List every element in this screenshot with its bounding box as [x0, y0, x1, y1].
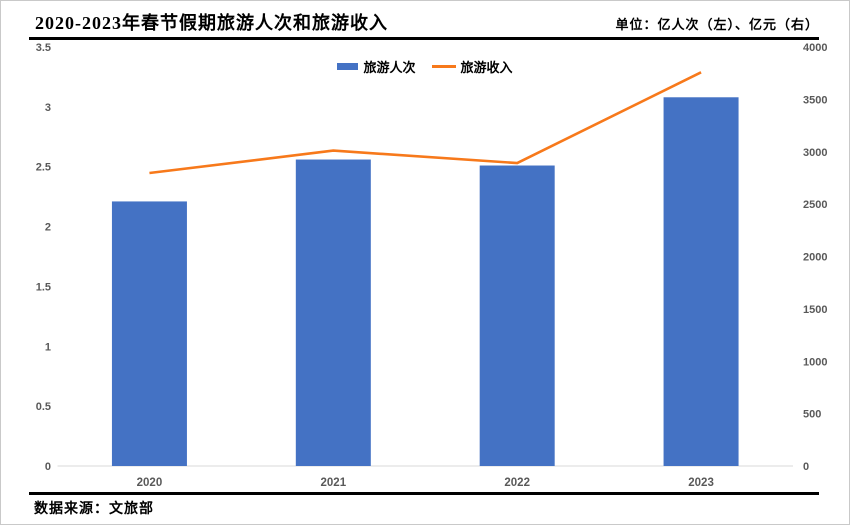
right-axis-tick-label: 1000	[803, 356, 827, 368]
bar-2022	[479, 165, 555, 466]
unit-note: 单位：亿人次（左）、亿元（右）	[615, 17, 819, 32]
left-axis-tick-label: 1.5	[36, 281, 51, 293]
left-axis-tick-label: 3	[45, 102, 51, 114]
left-axis-tick-label: 3.5	[36, 42, 51, 54]
right-axis-tick-label: 2000	[803, 252, 827, 264]
x-axis-label-2021: 2021	[321, 477, 347, 489]
bar-2023	[663, 97, 739, 466]
left-axis-tick-label: 2.5	[36, 162, 51, 174]
left-axis-tick-label: 2	[45, 222, 51, 234]
right-axis-tick-label: 3000	[803, 147, 827, 159]
legend-item-revenue: 旅游收入	[431, 57, 513, 76]
x-axis-label-2020: 2020	[137, 477, 163, 489]
data-source: 数据来源：文旅部	[34, 502, 154, 517]
legend-label-trips: 旅游人次	[363, 59, 416, 75]
x-axis-label-2023: 2023	[688, 477, 714, 489]
legend-item-trips: 旅游人次	[337, 57, 416, 76]
right-axis-tick-label: 500	[803, 409, 821, 421]
legend-label-revenue: 旅游收入	[460, 59, 513, 75]
bar-series-swatch	[337, 62, 359, 70]
x-axis-label-2022: 2022	[504, 477, 530, 489]
bar-2021	[295, 159, 371, 466]
right-axis-tick-label: 4000	[803, 42, 827, 54]
right-axis-tick-label: 2500	[803, 199, 827, 211]
right-axis-tick-label: 3500	[803, 94, 827, 106]
line-series-swatch	[431, 64, 456, 68]
left-axis-tick-label: 1	[45, 341, 51, 353]
left-axis-tick-label: 0	[45, 461, 51, 473]
header-divider	[29, 37, 819, 40]
footer-divider	[29, 492, 819, 495]
right-axis-tick-label: 1500	[803, 304, 827, 316]
left-axis-tick-label: 0.5	[36, 401, 51, 413]
page-title: 2020-2023年春节假期旅游人次和旅游收入	[35, 13, 388, 33]
right-axis-tick-label: 0	[803, 461, 809, 473]
revenue-line	[149, 71, 702, 175]
legend: 旅游人次 旅游收入	[57, 57, 793, 75]
bar-2020	[111, 201, 187, 466]
